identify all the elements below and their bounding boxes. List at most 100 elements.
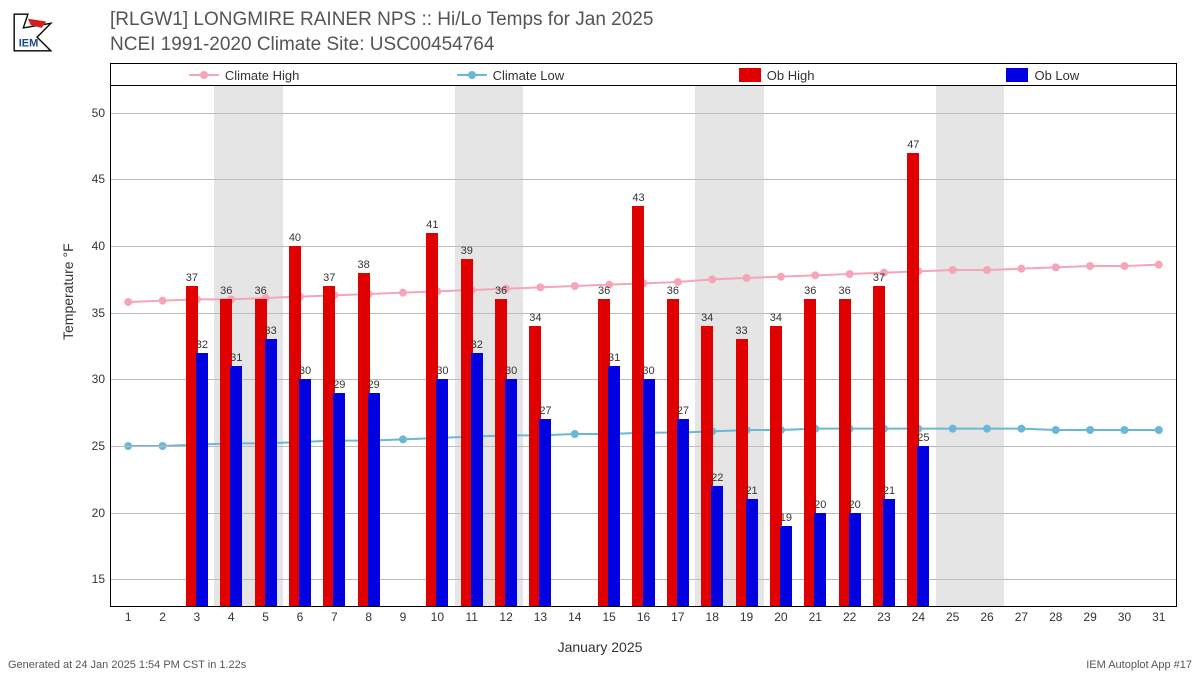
- xtick: 20: [774, 606, 787, 624]
- xtick: 14: [568, 606, 581, 624]
- climate-low-line-marker: [1052, 426, 1060, 434]
- climate-high-line-marker: [777, 273, 785, 281]
- xtick: 26: [980, 606, 993, 624]
- ob-high-bar-label: 36: [838, 285, 850, 297]
- climate-low-line-marker: [1086, 426, 1094, 434]
- ob-low-bar: [196, 353, 208, 606]
- ob-low-bar: [471, 353, 483, 606]
- ob-high-bar-label: 40: [289, 232, 301, 244]
- x-axis-label: January 2025: [0, 639, 1200, 655]
- ob-high-bar-label: 33: [735, 325, 747, 337]
- ob-high-bar-label: 41: [426, 219, 438, 231]
- ob-high-bar-label: 36: [220, 285, 232, 297]
- ob-high-bar-label: 36: [254, 285, 266, 297]
- ob-low-bar: [368, 393, 380, 606]
- xtick: 5: [262, 606, 269, 624]
- ytick: 25: [92, 439, 111, 453]
- climate-high-line-marker: [1086, 262, 1094, 270]
- xtick: 31: [1152, 606, 1165, 624]
- ob-low-bar: [711, 486, 723, 606]
- xtick: 17: [671, 606, 684, 624]
- ob-high-bar-label: 37: [186, 272, 198, 284]
- gridline: [111, 113, 1176, 114]
- ob-high-bar-label: 34: [529, 312, 541, 324]
- xtick: 1: [125, 606, 132, 624]
- title-line-1: [RLGW1] LONGMIRE RAINER NPS :: Hi/Lo Tem…: [110, 8, 653, 33]
- ob-low-bar-label: 33: [264, 325, 276, 337]
- xtick: 10: [431, 606, 444, 624]
- xtick: 13: [534, 606, 547, 624]
- svg-text:IEM: IEM: [19, 37, 39, 49]
- ob-low-bar-label: 19: [780, 512, 792, 524]
- ob-high-bar-label: 38: [358, 259, 370, 271]
- ob-high-bar-label: 36: [667, 285, 679, 297]
- xtick: 29: [1083, 606, 1096, 624]
- ob-low-bar: [265, 339, 277, 606]
- footer-app: IEM Autoplot App #17: [1086, 659, 1192, 671]
- xtick: 22: [843, 606, 856, 624]
- ob-low-bar-label: 21: [745, 485, 757, 497]
- legend-ob-high: Ob High: [644, 68, 910, 83]
- ob-low-bar-label: 32: [196, 339, 208, 351]
- ob-low-bar: [746, 499, 758, 606]
- climate-high-line-marker: [536, 283, 544, 291]
- ob-low-bar: [849, 513, 861, 606]
- ob-low-bar: [539, 419, 551, 606]
- ob-low-bar-label: 30: [642, 365, 654, 377]
- ob-high-bar-label: 36: [804, 285, 816, 297]
- climate-high-line-marker: [1052, 263, 1060, 271]
- ob-low-bar-label: 31: [608, 352, 620, 364]
- ytick: 40: [92, 239, 111, 253]
- xtick: 30: [1118, 606, 1131, 624]
- xtick: 3: [194, 606, 201, 624]
- climate-low-line-marker: [399, 435, 407, 443]
- ob-high-bar-label: 37: [323, 272, 335, 284]
- ytick: 35: [92, 306, 111, 320]
- legend-climate-high: Climate High: [111, 68, 377, 83]
- ob-high-bar-label: 43: [632, 192, 644, 204]
- xtick: 27: [1015, 606, 1028, 624]
- ob-low-bar: [780, 526, 792, 606]
- climate-high-line-marker: [811, 271, 819, 279]
- xtick: 4: [228, 606, 235, 624]
- xtick: 18: [706, 606, 719, 624]
- ytick: 30: [92, 372, 111, 386]
- ob-low-bar: [643, 379, 655, 606]
- ob-high-bar-label: 34: [701, 312, 713, 324]
- title-line-2: NCEI 1991-2020 Climate Site: USC00454764: [110, 33, 653, 58]
- legend-ob-low: Ob Low: [910, 68, 1176, 83]
- xtick: 12: [499, 606, 512, 624]
- xtick: 23: [877, 606, 890, 624]
- climate-high-line-marker: [1120, 262, 1128, 270]
- xtick: 11: [465, 606, 477, 624]
- ob-low-bar-label: 27: [539, 405, 551, 417]
- climate-high-line-marker: [399, 289, 407, 297]
- ob-high-bar-label: 36: [495, 285, 507, 297]
- climate-high-line-marker: [846, 270, 854, 278]
- ob-low-bar-label: 29: [368, 379, 380, 391]
- ob-low-bar-label: 30: [299, 365, 311, 377]
- climate-high-line-marker: [1017, 265, 1025, 273]
- climate-low-line-marker: [1155, 426, 1163, 434]
- ob-low-bar-label: 22: [711, 472, 723, 484]
- ob-low-bar-label: 31: [230, 352, 242, 364]
- ob-low-bar: [917, 446, 929, 606]
- climate-low-line-marker: [1017, 425, 1025, 433]
- ob-low-bar: [505, 379, 517, 606]
- xtick: 28: [1049, 606, 1062, 624]
- ob-low-bar-label: 21: [883, 485, 895, 497]
- xtick: 25: [946, 606, 959, 624]
- gridline: [111, 179, 1176, 180]
- ob-low-bar: [436, 379, 448, 606]
- ob-low-bar: [883, 499, 895, 606]
- legend: Climate High Climate Low Ob High Ob Low: [110, 63, 1177, 86]
- ob-low-bar-label: 32: [471, 339, 483, 351]
- xtick: 2: [159, 606, 166, 624]
- ob-low-bar-label: 27: [677, 405, 689, 417]
- ob-low-bar-label: 20: [849, 499, 861, 511]
- ob-low-bar: [333, 393, 345, 606]
- xtick: 9: [400, 606, 407, 624]
- ob-high-bar-label: 36: [598, 285, 610, 297]
- ob-low-bar: [814, 513, 826, 606]
- legend-climate-low: Climate Low: [377, 68, 643, 83]
